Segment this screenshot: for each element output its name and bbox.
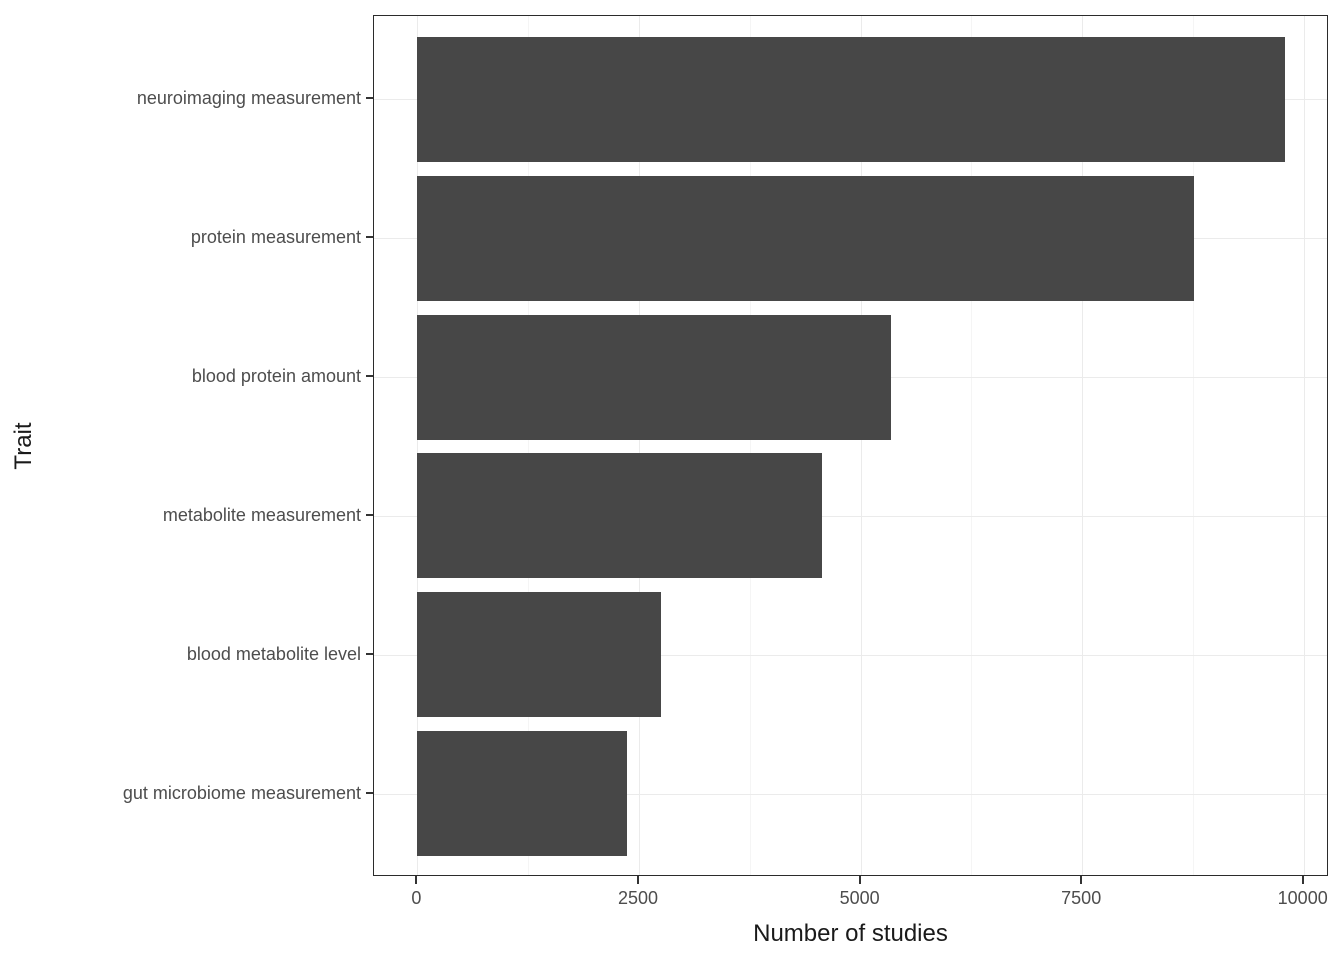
gridline-minor-vertical [528, 16, 530, 875]
gridline-minor-vertical [749, 16, 751, 875]
gridline-major-vertical [417, 16, 419, 875]
gridline-major-vertical [639, 16, 640, 875]
y-tick-mark [366, 652, 373, 655]
gridline-minor-vertical [1193, 16, 1194, 875]
x-tick-label: 5000 [839, 888, 880, 908]
y-tick-label: protein measurement [190, 227, 361, 248]
x-tick-label: 7500 [1061, 888, 1102, 908]
x-tick-mark [1301, 876, 1304, 884]
x-tick-mark [637, 876, 639, 884]
x-axis-title: Number of studies [753, 920, 948, 947]
y-tick-mark [366, 236, 373, 239]
bar-gut-microbiome-measurement [417, 731, 627, 857]
gridline-major-horizontal [374, 793, 1327, 795]
x-tick-label: 2500 [617, 888, 659, 908]
gridline-major-vertical [1303, 16, 1305, 875]
y-tick-label: gut microbiome measurement [122, 782, 361, 803]
gridline-major-vertical [860, 16, 862, 875]
bar-blood-protein-amount [417, 314, 891, 440]
y-tick-mark [366, 513, 373, 516]
bar-neuroimaging-measurement [417, 36, 1286, 162]
x-tick-label: 0 [411, 888, 422, 908]
bar-protein-measurement [417, 175, 1194, 301]
x-tick-mark [415, 876, 418, 884]
x-tick-label: 10000 [1277, 888, 1328, 908]
y-tick-mark [366, 375, 373, 378]
y-tick-mark [366, 97, 373, 100]
gridline-major-vertical [1082, 16, 1084, 875]
gridline-major-horizontal [374, 515, 1327, 517]
y-tick-label: blood metabolite level [186, 643, 361, 664]
plot-panel [373, 15, 1328, 876]
x-tick-mark [1080, 876, 1083, 884]
gridline-major-horizontal [374, 654, 1327, 656]
y-tick-mark [366, 791, 373, 794]
y-axis-title: Trait [10, 422, 37, 470]
y-tick-label: metabolite measurement [162, 504, 361, 525]
gridline-minor-vertical [971, 16, 973, 875]
bar-blood-metabolite-level [417, 592, 661, 718]
bar-metabolite-measurement [417, 453, 822, 579]
x-tick-mark [858, 876, 861, 884]
y-tick-label: blood protein amount [191, 366, 361, 387]
y-tick-label: neuroimaging measurement [136, 88, 361, 109]
